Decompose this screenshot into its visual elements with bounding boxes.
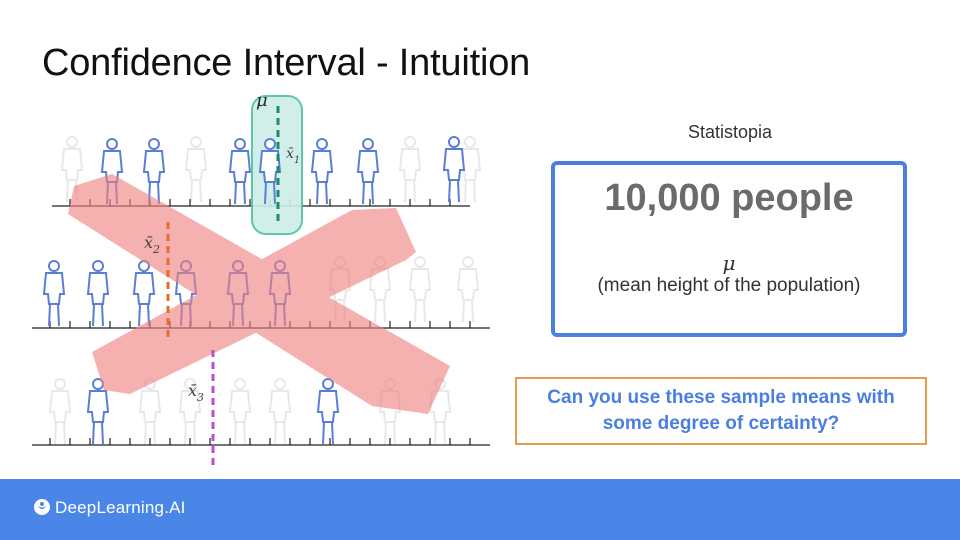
sampling-diagram: μ x̄1 x̄2 x̄3	[32, 90, 490, 470]
question-box: Can you use these sample means with some…	[515, 377, 927, 445]
population-box: 10,000 people μ (mean height of the popu…	[551, 161, 907, 337]
population-mean-symbol: μ	[722, 251, 736, 275]
question-text: Can you use these sample means with some…	[547, 387, 895, 434]
brand-name: DeepLearning.AI	[55, 498, 186, 517]
xbar-1-label: x̄1	[286, 146, 300, 166]
xbar-2-label: x̄2	[144, 233, 160, 256]
deeplearning-logo-icon	[34, 499, 50, 515]
mu-label: μ	[256, 90, 268, 111]
cross-mark	[68, 174, 450, 414]
axis-row-3	[32, 438, 490, 446]
slide-title: Confidence Interval - Intuition	[42, 42, 531, 84]
xbar-3-label: x̄3	[188, 381, 204, 404]
population-count: 10,000 people	[604, 177, 854, 219]
population-mean-description: (mean height of the population)	[597, 275, 861, 296]
footer-bar: DeepLearning.AI	[0, 479, 960, 540]
population-name: Statistopia	[687, 122, 773, 142]
